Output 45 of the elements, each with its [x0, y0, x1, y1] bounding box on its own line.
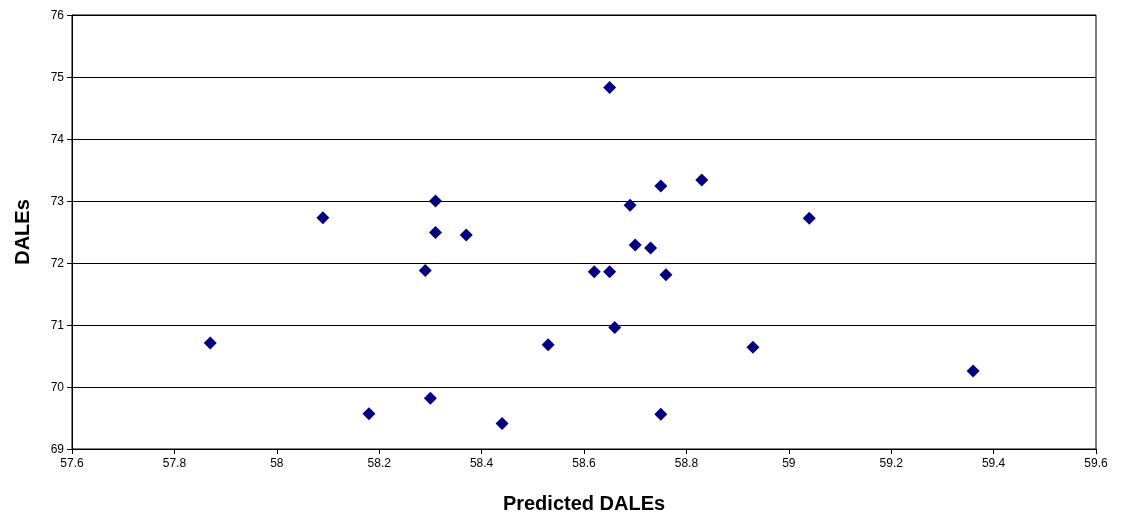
y-tick-label: 73: [50, 194, 65, 208]
point: [423, 391, 437, 405]
y-tick-label: 70: [50, 380, 65, 394]
point: [429, 226, 443, 240]
x-tick-label: 59.6: [1084, 456, 1108, 470]
x-tick-label: 58.8: [674, 456, 699, 470]
y-tick-label: 74: [50, 132, 65, 146]
x-axis-title: Predicted DALEs: [502, 492, 666, 514]
point: [802, 211, 816, 225]
y-tick-label: 76: [50, 8, 65, 22]
point: [362, 407, 376, 421]
y-tick-label: 69: [50, 442, 65, 456]
x-tick-label: 57.6: [60, 456, 84, 470]
x-tick-label: 59.2: [879, 456, 904, 470]
point: [429, 194, 443, 208]
point: [644, 241, 658, 255]
point: [316, 211, 330, 225]
x-tick-label: 59: [782, 456, 796, 470]
point: [966, 364, 980, 378]
point: [623, 198, 637, 212]
point: [654, 179, 668, 193]
x-tick-label: 57.8: [162, 456, 187, 470]
point: [203, 336, 217, 350]
point: [659, 268, 673, 282]
point: [608, 320, 622, 334]
point: [603, 81, 617, 95]
point: [495, 417, 509, 431]
point: [654, 407, 668, 421]
x-tick-label: 58.4: [469, 456, 494, 470]
point: [587, 265, 601, 279]
y-axis-title: DALEs: [11, 199, 33, 265]
x-tick-label: 58: [270, 456, 284, 470]
point: [459, 228, 473, 242]
y-tick-label: 75: [50, 70, 65, 84]
point: [746, 340, 760, 354]
point: [628, 238, 642, 252]
point: [603, 265, 617, 279]
y-tick-label: 72: [50, 256, 65, 270]
y-tick-label: 71: [50, 318, 65, 332]
x-tick-label: 58.2: [367, 456, 392, 470]
point: [541, 338, 555, 352]
point: [695, 173, 709, 187]
point: [418, 263, 432, 277]
x-tick-label: 59.4: [981, 456, 1006, 470]
x-tick-label: 58.6: [572, 456, 596, 470]
